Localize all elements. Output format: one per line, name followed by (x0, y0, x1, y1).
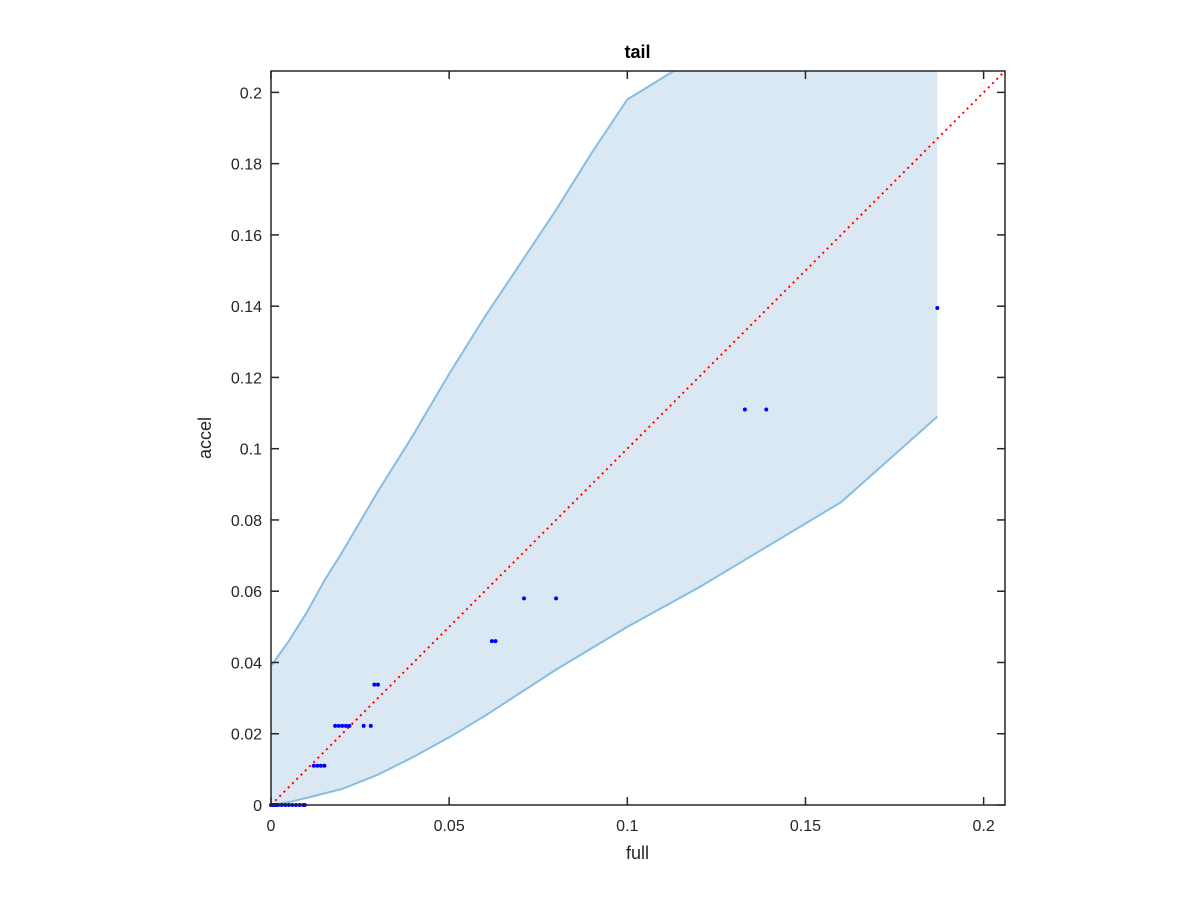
x-tick-label: 0.1 (616, 818, 638, 835)
y-tick-label: 0.16 (231, 228, 262, 245)
y-tick-label: 0 (253, 798, 262, 815)
axes-box (270, 70, 1006, 806)
chart-title: tail (624, 42, 650, 62)
data-point (935, 305, 940, 310)
data-point (340, 723, 345, 728)
data-point (347, 723, 352, 728)
band-upper-edge (270, 70, 675, 667)
data-point (336, 723, 341, 728)
data-points (269, 305, 940, 807)
data-point (361, 723, 366, 728)
data-point (343, 723, 348, 728)
reference-line (270, 70, 1006, 806)
y-tick-label: 0.04 (231, 655, 262, 672)
plot-area (269, 70, 1006, 807)
data-point (311, 763, 316, 768)
y-tick-label: 0.06 (231, 584, 262, 601)
data-point (322, 763, 327, 768)
y-tick-label: 0.14 (231, 299, 262, 316)
y-tick-label: 0.12 (231, 370, 262, 387)
data-point (554, 596, 559, 601)
y-tick-label: 0.08 (231, 513, 262, 530)
data-point (368, 723, 373, 728)
x-tick-label: 0 (267, 818, 276, 835)
data-point (318, 763, 323, 768)
y-tick-label: 0.2 (240, 85, 262, 102)
y-tick-label: 0.18 (231, 157, 262, 174)
y-axis-label: accel (195, 417, 215, 459)
data-point (493, 639, 498, 644)
data-point (333, 723, 338, 728)
x-tick-label: 0.05 (434, 818, 465, 835)
data-point (742, 407, 747, 412)
data-point (372, 682, 377, 687)
band-lower-edge (270, 415, 938, 806)
data-point (521, 596, 526, 601)
x-axis-ticks: 0 0.05 0.1 0.15 0.2 (267, 71, 995, 835)
x-tick-label: 0.15 (790, 818, 821, 835)
data-point (764, 407, 769, 412)
confidence-band (271, 71, 938, 805)
data-point (375, 682, 380, 687)
x-tick-label: 0.2 (972, 818, 994, 835)
x-axis-label: full (626, 843, 649, 863)
y-tick-label: 0.1 (240, 442, 262, 459)
data-point (315, 763, 320, 768)
y-tick-label: 0.02 (231, 727, 262, 744)
data-point (489, 639, 494, 644)
y-axis-ticks: 0 0.02 0.04 0.06 0.08 0.1 0.12 0.14 0.16 0.18 0.2 (231, 85, 1005, 815)
